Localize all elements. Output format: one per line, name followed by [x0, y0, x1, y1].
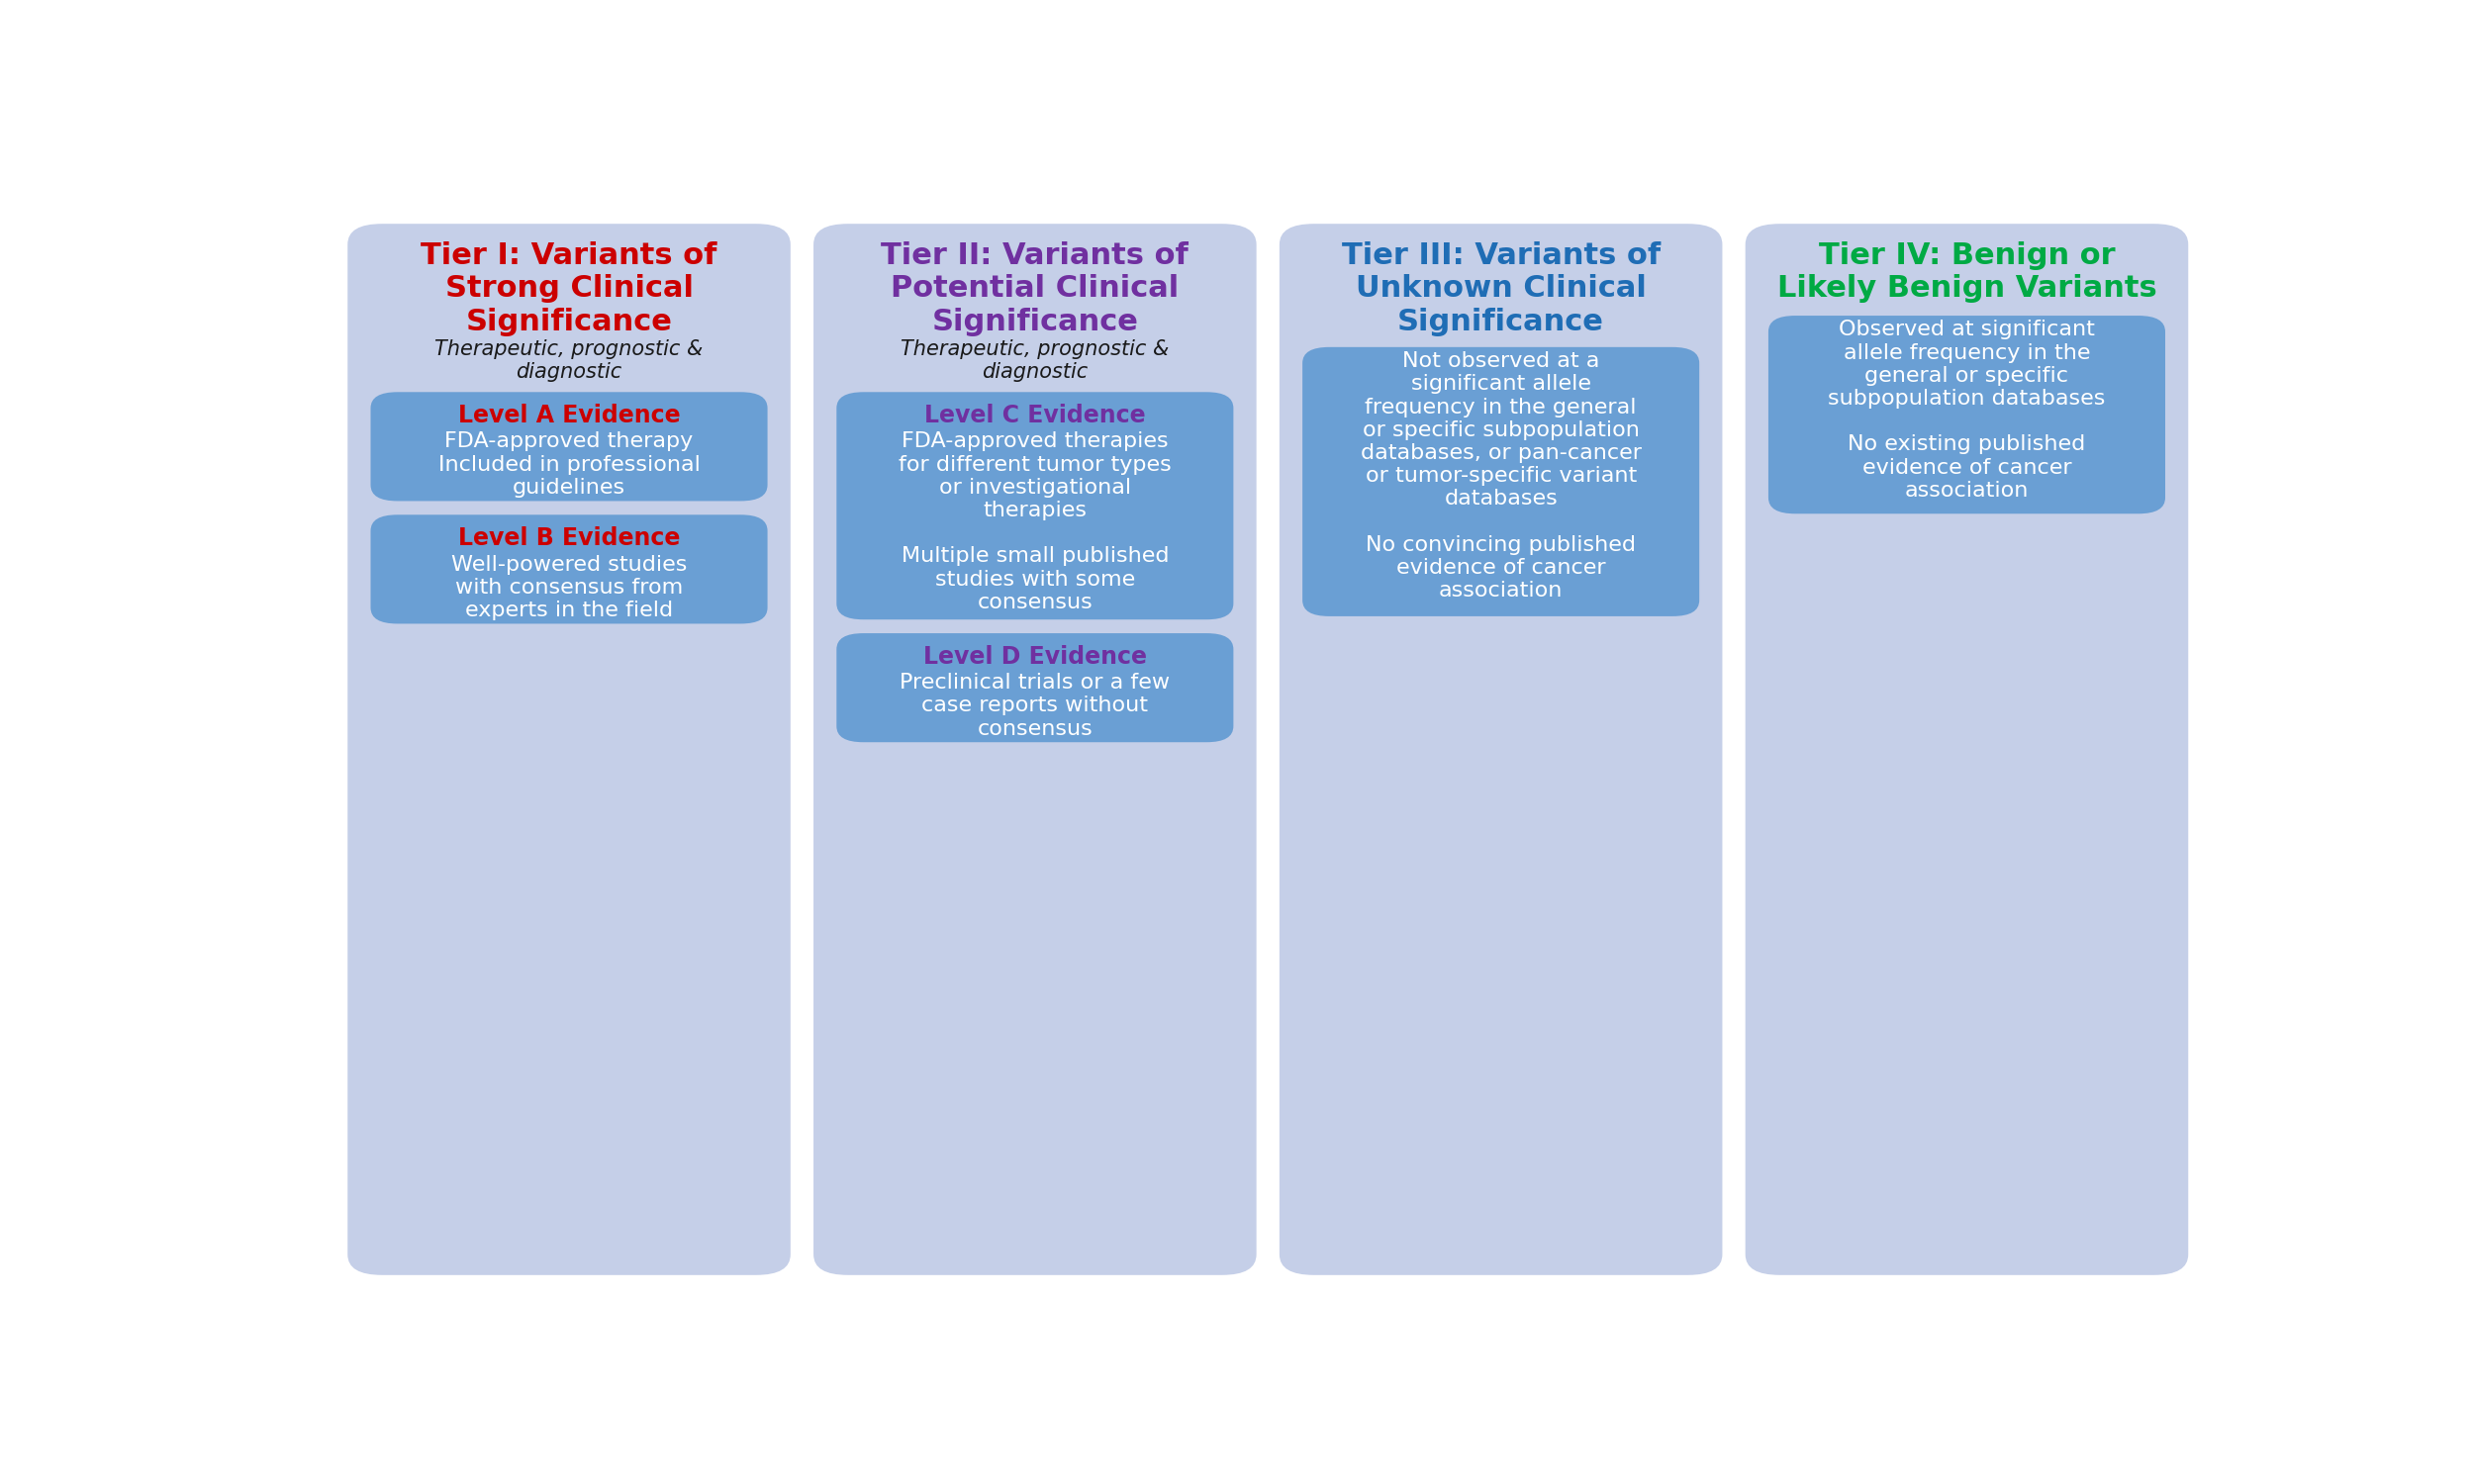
Text: Level B Evidence: Level B Evidence: [458, 527, 680, 551]
FancyBboxPatch shape: [371, 515, 767, 623]
Text: Tier II: Variants of
Potential Clinical
Significance: Tier II: Variants of Potential Clinical …: [881, 240, 1188, 335]
FancyBboxPatch shape: [814, 224, 1257, 1275]
Text: Level C Evidence: Level C Evidence: [925, 404, 1145, 427]
FancyBboxPatch shape: [1301, 347, 1700, 616]
FancyBboxPatch shape: [346, 224, 792, 1275]
Text: Therapeutic, prognostic &
diagnostic: Therapeutic, prognostic & diagnostic: [901, 340, 1170, 383]
FancyBboxPatch shape: [1744, 224, 2189, 1275]
FancyBboxPatch shape: [836, 392, 1235, 619]
Text: Therapeutic, prognostic &
diagnostic: Therapeutic, prognostic & diagnostic: [435, 340, 703, 383]
Text: Level A Evidence: Level A Evidence: [458, 404, 680, 427]
Text: Level D Evidence: Level D Evidence: [923, 644, 1148, 668]
Text: Observed at significant
allele frequency in the
general or specific
subpopulatio: Observed at significant allele frequency…: [1828, 321, 2105, 500]
Text: Tier I: Variants of
Strong Clinical
Significance: Tier I: Variants of Strong Clinical Sign…: [421, 240, 717, 335]
Text: Preclinical trials or a few
case reports without
consensus: Preclinical trials or a few case reports…: [901, 674, 1170, 739]
Text: Tier IV: Benign or
Likely Benign Variants: Tier IV: Benign or Likely Benign Variant…: [1776, 240, 2157, 303]
Text: Well-powered studies
with consensus from
experts in the field: Well-powered studies with consensus from…: [450, 555, 688, 620]
FancyBboxPatch shape: [1769, 316, 2165, 513]
FancyBboxPatch shape: [836, 634, 1235, 742]
Text: Tier III: Variants of
Unknown Clinical
Significance: Tier III: Variants of Unknown Clinical S…: [1341, 240, 1660, 335]
Text: FDA-approved therapy
Included in professional
guidelines: FDA-approved therapy Included in profess…: [438, 432, 700, 497]
FancyBboxPatch shape: [1279, 224, 1722, 1275]
Text: Not observed at a
significant allele
frequency in the general
or specific subpop: Not observed at a significant allele fre…: [1361, 352, 1640, 601]
FancyBboxPatch shape: [371, 392, 767, 502]
Text: FDA-approved therapies
for different tumor types
or investigational
therapies

M: FDA-approved therapies for different tum…: [898, 432, 1170, 613]
